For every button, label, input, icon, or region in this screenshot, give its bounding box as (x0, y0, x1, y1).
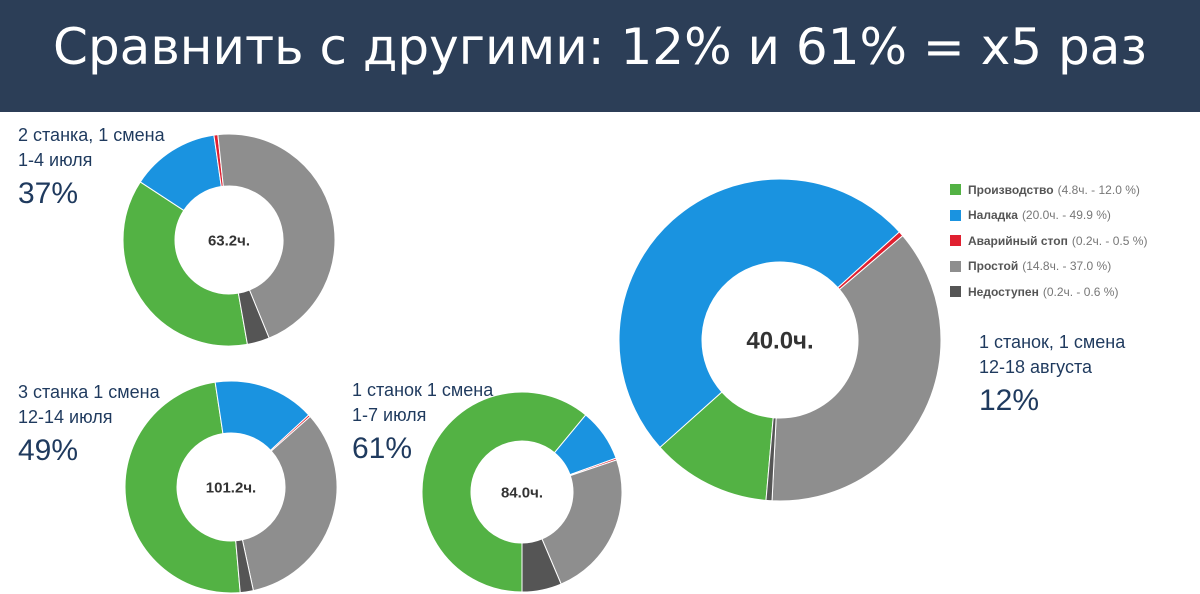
chart-2-caption-line1: 3 станка 1 смена (18, 382, 160, 402)
donut-chart-4: 40.0ч. (618, 178, 942, 502)
chart-4-slice-unavailable (765, 417, 777, 502)
legend-detail-setup: (20.0ч. - 49.9 %) (1021, 208, 1111, 223)
chart-3-caption-line2: 1-7 июля (352, 405, 427, 425)
chart-1-slice-production (122, 181, 248, 347)
chart-4-caption-line2: 12-18 августа (979, 357, 1093, 377)
chart-1-caption: 2 станка, 1 смена 1-4 июля 37% (18, 123, 165, 213)
chart-2-caption-line2: 12-14 июля (18, 407, 113, 427)
chart-2-slice-production (124, 381, 241, 594)
legend-name-production: Производство (968, 182, 1054, 197)
page-title: Сравнить с другими: 12% и 61% = x5 раз (53, 18, 1147, 76)
chart-4-center-label: 40.0ч. (746, 327, 813, 354)
chart-2-percent: 49% (18, 434, 79, 467)
legend-name-emergency-stop: Аварийный стоп (968, 233, 1068, 248)
legend-detail-production: (4.8ч. - 12.0 %) (1057, 182, 1140, 197)
donut-chart-3: 84.0ч. (421, 391, 623, 593)
chart-3-center-label: 84.0ч. (501, 484, 543, 501)
chart-3-slice-production (421, 391, 587, 593)
legend-item-setup: Наладка (20.0ч. - 49.9 %) (950, 203, 1147, 229)
chart-2-center-label: 101.2ч. (206, 479, 256, 496)
legend-swatch-unavailable (950, 286, 961, 298)
chart-1-slice-unavailable (237, 289, 270, 345)
chart-4-percent: 12% (979, 384, 1040, 417)
chart-3-slice-idle (541, 459, 623, 585)
legend-name-idle: Простой (968, 259, 1019, 274)
legend-item-idle: Простой (14.8ч. - 37.0 %) (950, 254, 1147, 280)
chart-3-slice-unavailable (521, 538, 562, 593)
legend-swatch-setup (950, 209, 961, 221)
chart-1-caption-line1: 2 станка, 1 смена (18, 125, 165, 145)
chart-4-caption: 1 станок, 1 смена 12-18 августа 12% (979, 330, 1125, 420)
legend-detail-idle: (14.8ч. - 37.0 %) (1022, 259, 1112, 274)
legend: Производство (4.8ч. - 12.0 %) Наладка (2… (950, 177, 1147, 305)
chart-4-caption-line1: 1 станок, 1 смена (979, 332, 1126, 352)
chart-3-caption-line1: 1 станок 1 смена (352, 380, 494, 400)
donut-chart-1: 63.2ч. (122, 133, 336, 347)
chart-1-percent: 37% (18, 177, 79, 210)
chart-2-caption: 3 станка 1 смена 12-14 июля 49% (18, 380, 160, 470)
legend-swatch-emergency-stop (950, 235, 961, 247)
donut-chart-2: 101.2ч. (124, 380, 338, 594)
title-bar: Сравнить с другими: 12% и 61% = x5 раз (0, 0, 1200, 112)
legend-swatch-production (950, 184, 961, 196)
chart-3-caption: 1 станок 1 смена 1-7 июля 61% (352, 378, 493, 468)
chart-3-percent: 61% (352, 432, 413, 465)
chart-1-slice-idle (217, 133, 336, 339)
legend-name-unavailable: Недоступен (968, 284, 1039, 299)
legend-detail-unavailable: (0.2ч. - 0.6 %) (1042, 284, 1119, 299)
legend-swatch-idle (950, 260, 961, 272)
legend-item-unavailable: Недоступен (0.2ч. - 0.6 %) (950, 279, 1147, 305)
chart-1-center-label: 63.2ч. (208, 232, 250, 249)
legend-item-production: Производство (4.8ч. - 12.0 %) (950, 177, 1147, 203)
chart-4-slice-setup (618, 178, 901, 449)
legend-name-setup: Наладка (968, 208, 1018, 223)
chart-2-slice-unavailable (235, 539, 254, 594)
legend-detail-emergency-stop: (0.2ч. - 0.5 %) (1071, 233, 1148, 248)
chart-2-slice-idle (241, 415, 338, 592)
chart-1-caption-line2: 1-4 июля (18, 150, 93, 170)
legend-item-emergency-stop: Аварийный стоп (0.2ч. - 0.5 %) (950, 228, 1147, 254)
chart-4-slice-idle (771, 235, 942, 502)
